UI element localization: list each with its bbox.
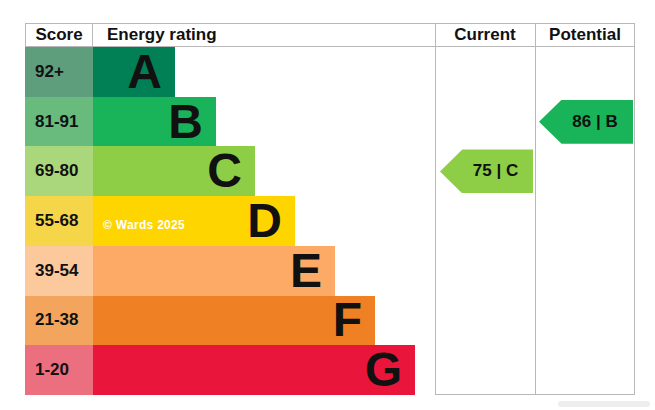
band-bar-f: F [93,296,375,346]
band-score-range: 92+ [25,47,93,97]
table-right-border [634,23,635,395]
band-bar-a: A [93,47,175,97]
table-header: Score Energy rating Current Potential [25,23,635,47]
band-letter: F [333,296,362,344]
header-current: Current [435,24,535,46]
band-score-range: 81-91 [25,97,93,147]
band-row-a: 92+ A [25,47,635,97]
band-bar-b: B [93,97,216,147]
band-row-g: 1-20 G [25,345,635,395]
table-bottom-border [435,394,635,395]
band-letter: E [290,247,322,295]
header-score: Score [25,24,93,46]
band-bar-c: C [93,146,255,196]
band-letter: C [207,147,242,195]
faint-watermark [558,401,650,407]
band-score-range: 1-20 [25,345,93,395]
band-letter: B [168,98,203,146]
header-energy-rating: Energy rating [93,24,435,46]
band-score-range: 69-80 [25,146,93,196]
band-score-range: 55-68 [25,196,93,246]
band-score-range: 21-38 [25,296,93,346]
band-row-f: 21-38 F [25,296,635,346]
band-letter: A [127,48,162,96]
epc-rating-chart: Score Energy rating Current Potential 92… [0,0,655,410]
band-row-e: 39-54 E [25,246,635,296]
wards-watermark: © Wards 2025 [103,218,185,232]
header-potential: Potential [535,24,635,46]
band-letter: D [247,197,282,245]
column-divider-current [435,23,436,395]
band-score-range: 39-54 [25,246,93,296]
band-bar-g: G [93,345,415,395]
band-row-c: 69-80 C [25,146,635,196]
column-divider-potential [535,23,536,395]
band-bar-e: E [93,246,335,296]
band-letter: G [365,346,402,394]
